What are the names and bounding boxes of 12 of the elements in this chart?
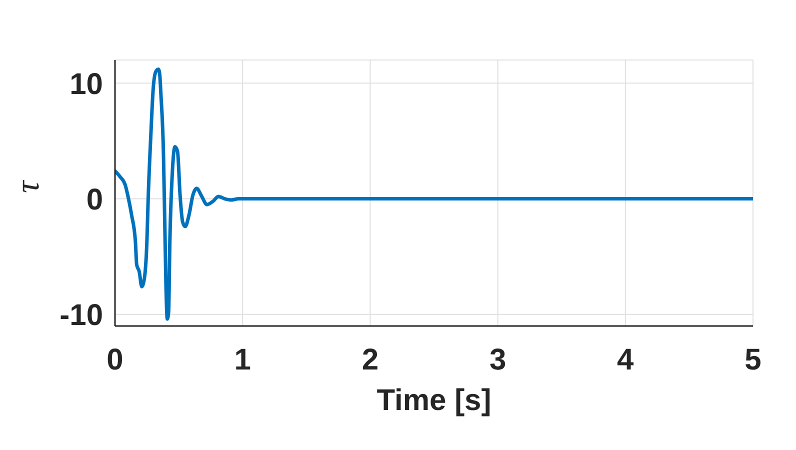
x-tick-label: 2 [362,343,379,376]
x-tick-label: 3 [489,343,506,376]
x-tick-label: 0 [106,343,124,376]
y-axis-title: τ [10,179,46,194]
x-tick-label: 1 [234,343,251,376]
y-tick-label: -10 [60,299,103,332]
x-tick-label: 4 [617,343,634,376]
y-tick-label: 10 [70,68,103,101]
x-axis-title: Time [s] [376,384,492,417]
y-tick-label: 0 [86,183,103,216]
x-tick-label: 5 [744,343,762,376]
line-series [115,68,753,321]
